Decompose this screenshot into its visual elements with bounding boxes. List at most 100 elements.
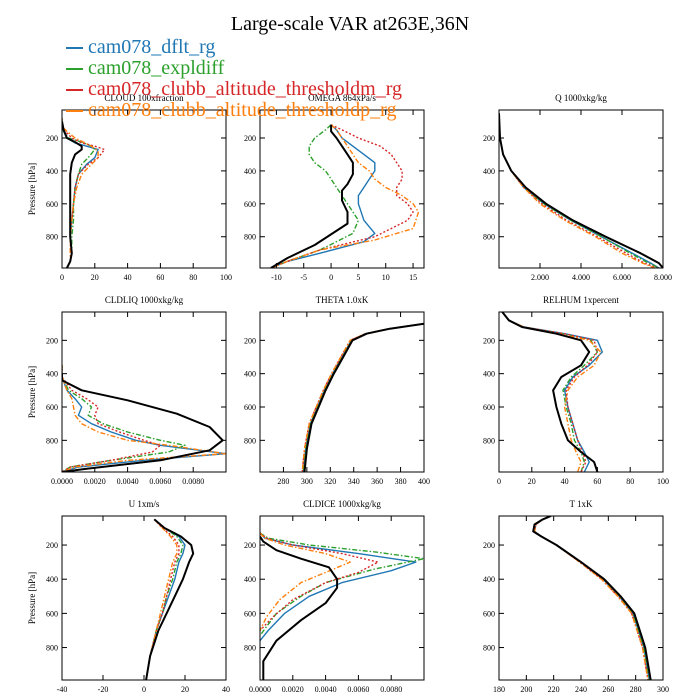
series-line-cam078-expldiff bbox=[499, 113, 660, 268]
x-tick-label: 20 bbox=[181, 685, 189, 694]
x-tick-label: 0.0020 bbox=[282, 685, 304, 694]
x-tick-label: 60 bbox=[593, 477, 601, 486]
x-tick-label: 0.0080 bbox=[380, 685, 402, 694]
legend-label: cam078_expldiff bbox=[88, 57, 225, 79]
y-tick-label: 600 bbox=[483, 609, 495, 618]
x-tick-label: -10 bbox=[271, 273, 282, 282]
series-line-cam078-clubb-altitude-thresholdm-rg bbox=[270, 124, 414, 268]
x-tick-label: 5 bbox=[356, 273, 360, 282]
y-tick-label: 800 bbox=[244, 233, 256, 242]
y-tick-label: 400 bbox=[483, 370, 495, 379]
y-tick-label: 600 bbox=[483, 403, 495, 412]
y-tick-label: 800 bbox=[244, 644, 256, 653]
plot-frame bbox=[259, 311, 425, 473]
panel-title: Q 1000xkg/kg bbox=[555, 93, 607, 103]
series-line-cam078-dflt-rg bbox=[501, 312, 603, 472]
y-tick-label: 200 bbox=[483, 541, 495, 550]
series-line-cam078-dflt-rg bbox=[499, 113, 660, 268]
series-line-cam078-clubb-altitude-thresholdm-rg bbox=[301, 323, 424, 472]
panel-title: OMEGA 864xPa/s bbox=[308, 93, 376, 103]
series-line-control bbox=[260, 535, 339, 680]
x-tick-label: 240 bbox=[575, 685, 587, 694]
series-line-cam078-clubb-altitude-thresholdp-rg bbox=[501, 312, 602, 472]
legend-swatch bbox=[66, 68, 83, 70]
panel-title: RELHUM 1xpercent bbox=[543, 295, 619, 305]
y-tick-label: 800 bbox=[46, 644, 58, 653]
x-tick-label: 400 bbox=[418, 477, 430, 486]
panel-title: CLOUD 100xfraction bbox=[104, 93, 184, 103]
x-tick-label: 15 bbox=[409, 273, 417, 282]
y-axis-label: Pressure [hPa] bbox=[27, 163, 37, 215]
y-tick-label: 800 bbox=[46, 436, 58, 445]
x-tick-label: -5 bbox=[300, 273, 307, 282]
x-tick-label: 280 bbox=[277, 477, 289, 486]
x-tick-label: 6.000 bbox=[613, 273, 631, 282]
y-tick-label: 400 bbox=[46, 575, 58, 584]
x-tick-label: 260 bbox=[602, 685, 614, 694]
series-line-control bbox=[62, 373, 224, 472]
y-tick-label: 400 bbox=[244, 167, 256, 176]
y-tick-label: 200 bbox=[46, 134, 58, 143]
plot-frame bbox=[259, 109, 425, 269]
series-line-cam078-expldiff bbox=[270, 124, 360, 268]
y-tick-label: 200 bbox=[244, 541, 256, 550]
y-tick-label: 600 bbox=[483, 200, 495, 209]
series-line-cam078-expldiff bbox=[62, 365, 186, 472]
series-line-control bbox=[499, 113, 663, 268]
series-line-cam078-expldiff bbox=[62, 118, 96, 268]
panel-title: CLDICE 1000xkg/kg bbox=[303, 499, 381, 509]
series-line-cam078-dflt-rg bbox=[62, 365, 226, 472]
x-tick-label: 300 bbox=[301, 477, 313, 486]
x-tick-label: 220 bbox=[548, 685, 560, 694]
x-tick-label: 20 bbox=[528, 477, 536, 486]
y-tick-label: 600 bbox=[46, 200, 58, 209]
x-tick-label: 8.000 bbox=[654, 273, 672, 282]
y-tick-label: 800 bbox=[46, 233, 58, 242]
y-tick-label: 800 bbox=[483, 233, 495, 242]
x-tick-label: 60 bbox=[156, 273, 164, 282]
series-line-cam078-clubb-altitude-thresholdp-rg bbox=[270, 124, 420, 268]
series-line-control bbox=[501, 312, 599, 472]
x-tick-label: 360 bbox=[371, 477, 383, 486]
series-line-cam078-clubb-altitude-thresholdp-rg bbox=[533, 516, 649, 680]
panel-title: CLDLIQ 1000xkg/kg bbox=[105, 295, 184, 305]
series-line-control bbox=[62, 121, 83, 268]
plot-frame bbox=[61, 109, 227, 269]
y-tick-label: 600 bbox=[244, 609, 256, 618]
x-tick-label: 0.0040 bbox=[315, 685, 337, 694]
plot-frame bbox=[259, 515, 425, 681]
legend-label: cam078_clubb_altitude_thresholdp_rg bbox=[88, 99, 397, 121]
x-tick-label: -20 bbox=[98, 685, 109, 694]
y-tick-label: 200 bbox=[244, 134, 256, 143]
x-tick-label: 0.0040 bbox=[117, 477, 139, 486]
y-tick-label: 200 bbox=[244, 336, 256, 345]
series-line-cam078-clubb-altitude-thresholdm-rg bbox=[533, 516, 649, 680]
x-tick-label: 100 bbox=[220, 273, 232, 282]
panel-title: U 1xm/s bbox=[129, 499, 160, 509]
y-tick-label: 600 bbox=[46, 609, 58, 618]
x-tick-label: 380 bbox=[395, 477, 407, 486]
y-tick-label: 600 bbox=[46, 403, 58, 412]
plot-frame bbox=[498, 515, 664, 681]
series-line-control bbox=[270, 124, 354, 268]
series-line-cam078-clubb-altitude-thresholdm-rg bbox=[62, 118, 106, 268]
series-line-control bbox=[532, 516, 652, 680]
y-tick-label: 200 bbox=[483, 336, 495, 345]
series-line-control bbox=[145, 518, 195, 680]
x-tick-label: 0.0080 bbox=[182, 477, 204, 486]
panel-title: THETA 1.0xK bbox=[316, 295, 369, 305]
series-line-cam078-clubb-altitude-thresholdm-rg bbox=[260, 532, 379, 631]
plot-frame bbox=[61, 515, 227, 681]
y-tick-label: 400 bbox=[483, 167, 495, 176]
series-line-cam078-clubb-altitude-thresholdp-rg bbox=[499, 113, 656, 268]
series-line-cam078-dflt-rg bbox=[533, 516, 650, 680]
y-axis-label: Pressure [hPa] bbox=[27, 366, 37, 418]
figure-title: Large-scale VAR at263E,36N bbox=[230, 13, 470, 35]
legend-swatch bbox=[66, 47, 83, 49]
x-tick-label: 0 bbox=[329, 273, 333, 282]
x-tick-label: 0 bbox=[497, 477, 501, 486]
plot-frame bbox=[61, 311, 227, 473]
x-tick-label: 180 bbox=[493, 685, 505, 694]
